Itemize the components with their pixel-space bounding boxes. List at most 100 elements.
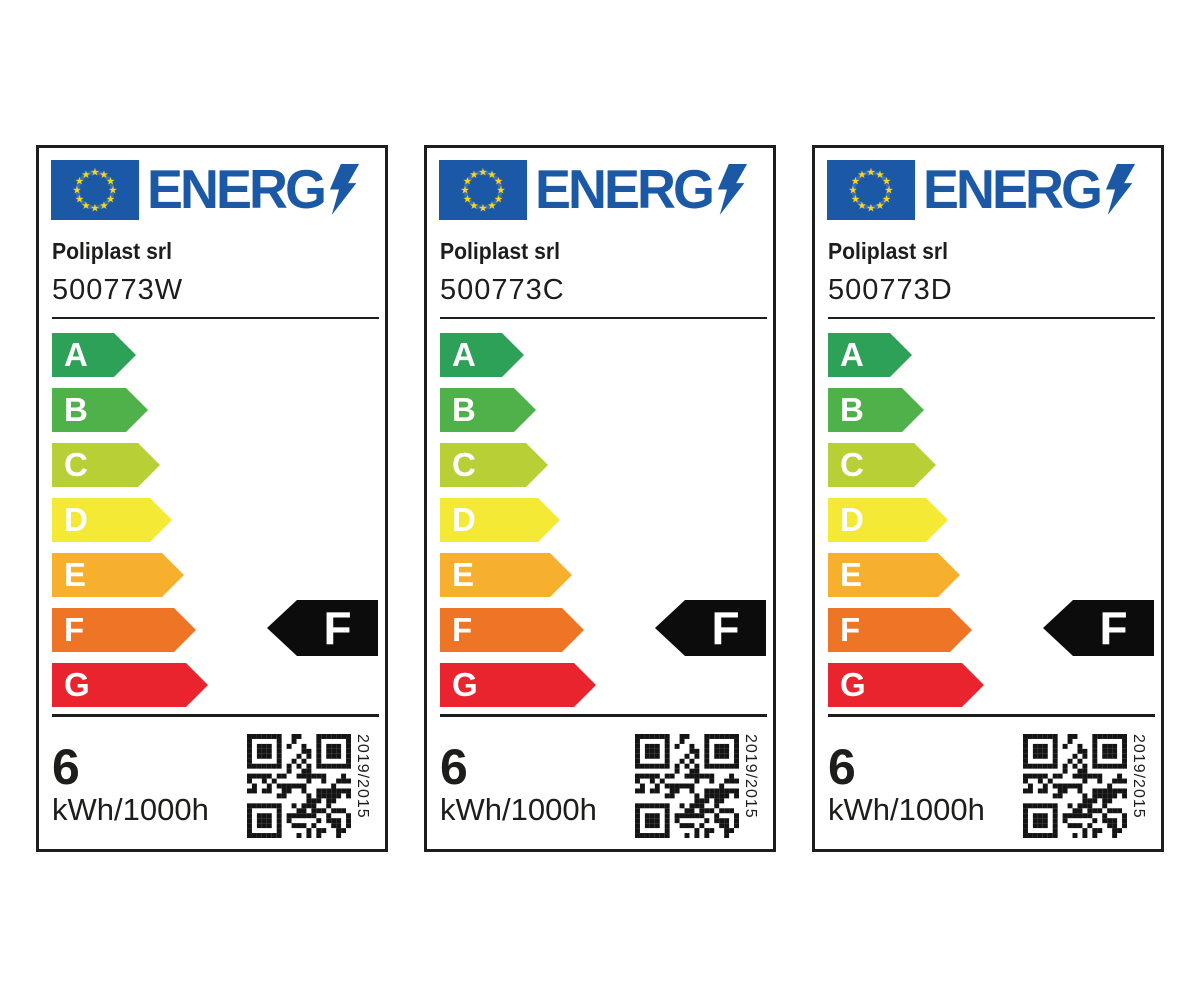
class-arrow-a: A [828, 333, 912, 377]
svg-text:★: ★ [496, 185, 506, 197]
energy-consumption-value: 6 [828, 739, 856, 795]
class-letter: F [452, 611, 473, 648]
energy-consumption-value: 6 [440, 739, 468, 795]
divider [828, 714, 1155, 717]
class-arrow-d: D [440, 498, 560, 542]
supplier-name: Poliplast srl [52, 238, 172, 264]
class-letter: G [452, 666, 478, 703]
class-row-g: G [440, 663, 596, 707]
svg-text:★: ★ [494, 176, 504, 188]
svg-text:★: ★ [478, 167, 488, 179]
class-letter: G [64, 666, 90, 703]
svg-text:★: ★ [494, 194, 504, 206]
model-number: 500773D [828, 274, 953, 306]
svg-text:★: ★ [469, 169, 479, 181]
svg-text:★: ★ [857, 200, 867, 212]
svg-text:★: ★ [866, 167, 876, 179]
energy-class-scale: A B C D E F G [828, 333, 984, 718]
class-arrow-g: G [440, 663, 596, 707]
class-arrow-c: C [440, 443, 548, 487]
svg-text:★: ★ [106, 194, 116, 206]
svg-text:★: ★ [478, 203, 488, 215]
class-letter: B [452, 391, 476, 428]
class-letter: A [64, 336, 88, 373]
class-letter: E [840, 556, 863, 593]
qr-code [1023, 734, 1127, 838]
class-letter: D [64, 501, 88, 538]
energy-logo: ENERG [535, 156, 748, 222]
energy-logo-text: ENERG [535, 158, 715, 220]
energy-logo: ENERG [923, 156, 1136, 222]
qr-code [247, 734, 351, 838]
class-row-d: D [828, 498, 984, 542]
svg-text:★: ★ [882, 176, 892, 188]
energy-consumption-unit: kWh/1000h [828, 792, 985, 827]
divider [52, 317, 379, 319]
class-letter: F [840, 611, 861, 648]
svg-text:★: ★ [99, 169, 109, 181]
class-letter: A [840, 336, 864, 373]
class-row-g: G [828, 663, 984, 707]
eu-flag-icon: ★ ★★★★★★★★★★★ [439, 160, 527, 220]
class-arrow-c: C [828, 443, 936, 487]
class-row-d: D [440, 498, 596, 542]
energy-consumption-unit: kWh/1000h [440, 792, 597, 827]
energy-label-card: ★ ★ ★ ★ ★ ★ ★ ★ ★ ★ ★ ★ ENERG Poliplast srl 500773W… [36, 145, 388, 852]
class-arrow-c: C [52, 443, 160, 487]
svg-text:★: ★ [72, 185, 82, 197]
class-letter: F [64, 611, 85, 648]
class-row-e: E [440, 553, 596, 597]
supplier-name: Poliplast srl [440, 238, 560, 264]
rated-class-letter: F [323, 602, 352, 654]
class-row-b: B [52, 388, 208, 432]
class-arrow-f: F [828, 608, 972, 652]
class-letter: D [452, 501, 476, 538]
class-arrow-g: G [52, 663, 208, 707]
class-row-a: A [440, 333, 596, 377]
regulation-reference: 2019/2015 [354, 734, 371, 819]
svg-text:★: ★ [851, 176, 861, 188]
energy-logo-text: ENERG [923, 158, 1103, 220]
svg-text:★: ★ [866, 203, 876, 215]
svg-text:★: ★ [106, 176, 116, 188]
class-row-b: B [440, 388, 596, 432]
class-row-d: D [52, 498, 208, 542]
supplier-name: Poliplast srl [828, 238, 948, 264]
class-row-g: G [52, 663, 208, 707]
divider [52, 714, 379, 717]
class-row-e: E [52, 553, 208, 597]
class-letter: C [840, 446, 864, 483]
lightning-bolt-icon [717, 163, 747, 215]
class-row-e: E [828, 553, 984, 597]
class-arrow-a: A [440, 333, 524, 377]
svg-text:★: ★ [90, 167, 100, 179]
class-arrow-f: F [52, 608, 196, 652]
svg-text:★: ★ [884, 185, 894, 197]
energy-class-scale: A B C D E F G [52, 333, 208, 718]
svg-text:★: ★ [848, 185, 858, 197]
energy-labels-row: ★ ★ ★ ★ ★ ★ ★ ★ ★ ★ ★ ★ ENERG Poliplast srl 500773W… [36, 145, 1164, 852]
model-number: 500773C [440, 274, 565, 306]
divider [440, 317, 767, 319]
svg-text:★: ★ [108, 185, 118, 197]
class-letter: B [64, 391, 88, 428]
class-letter: C [452, 446, 476, 483]
class-letter: E [452, 556, 475, 593]
class-arrow-b: B [52, 388, 148, 432]
class-row-c: C [52, 443, 208, 487]
class-arrow-b: B [828, 388, 924, 432]
class-row-a: A [828, 333, 984, 377]
class-arrow-f: F [440, 608, 584, 652]
class-letter: C [64, 446, 88, 483]
class-letter: E [64, 556, 87, 593]
svg-text:★: ★ [469, 200, 479, 212]
svg-text:★: ★ [81, 200, 91, 212]
rated-class-pointer: F [1043, 600, 1154, 656]
energy-label-card: ★ ★ ★ ★ ★ ★ ★ ★ ★ ★ ★ ★ ENERG Poliplast srl 500773D… [812, 145, 1164, 852]
class-arrow-d: D [52, 498, 172, 542]
svg-text:★: ★ [875, 169, 885, 181]
svg-text:★: ★ [463, 176, 473, 188]
class-row-f: F [52, 608, 208, 652]
class-row-f: F [440, 608, 596, 652]
eu-flag-icon: ★ ★★★★★★★★★★★ [51, 160, 139, 220]
